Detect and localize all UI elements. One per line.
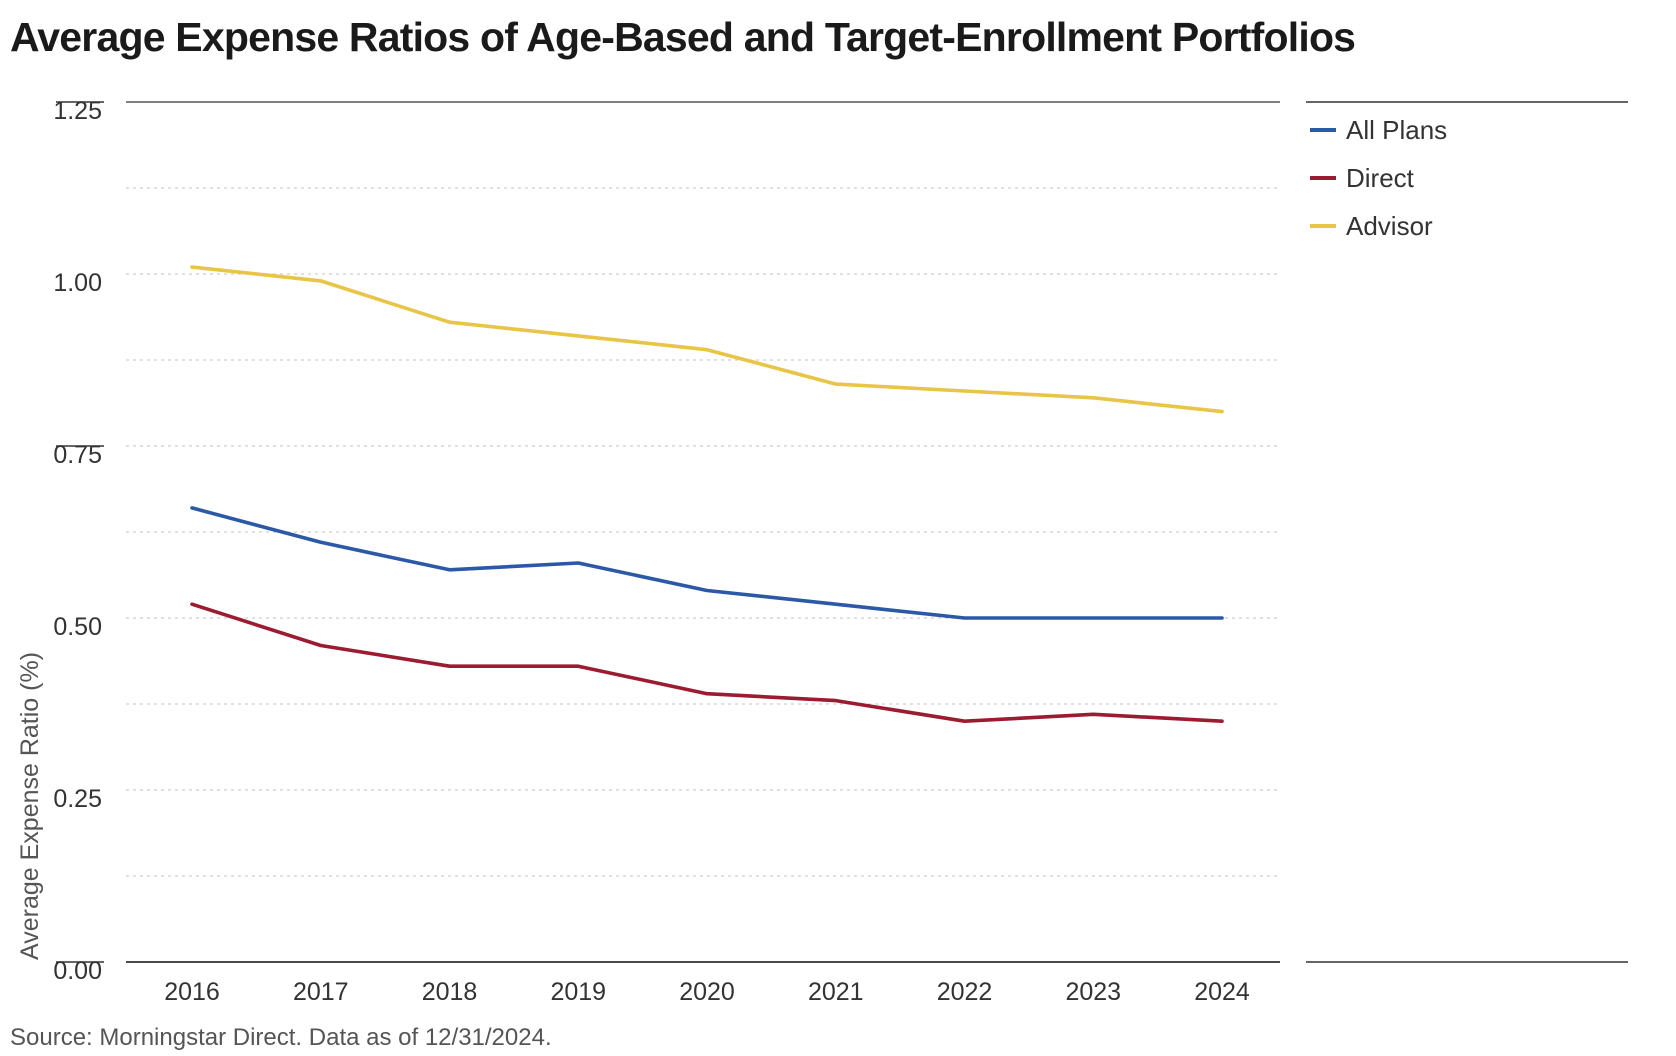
y-tick-label: 1.25: [53, 97, 102, 125]
x-tick-label: 2023: [1065, 978, 1121, 1006]
series-lines: [190, 265, 1224, 724]
y-tick-label: 0.50: [53, 613, 102, 641]
legend-label: Direct: [1346, 163, 1415, 193]
y-tick-label: 1.00: [53, 269, 102, 297]
x-tick-label: 2024: [1194, 978, 1250, 1006]
x-tick-label: 2017: [293, 978, 349, 1006]
series-line-direct: [190, 602, 1224, 724]
x-tick-label: 2019: [550, 978, 606, 1006]
x-tick-label: 2021: [808, 978, 864, 1006]
series-line-advisor: [190, 265, 1224, 414]
x-tick-label: 2020: [679, 978, 735, 1006]
source-note: Source: Morningstar Direct. Data as of 1…: [10, 1024, 552, 1051]
x-tick-label: 2018: [422, 978, 478, 1006]
series-line-all-plans: [190, 506, 1224, 620]
x-tick-label: 2016: [164, 978, 220, 1006]
y-tick-label: 0.25: [53, 785, 102, 813]
grid-lines: [126, 187, 1280, 877]
legend-label: Advisor: [1346, 211, 1433, 241]
y-tick-label: 0.75: [53, 441, 102, 469]
chart-title: Average Expense Ratios of Age-Based and …: [10, 14, 1356, 60]
legend: All Plans Direct Advisor: [1306, 101, 1628, 963]
y-axis-label: Average Expense Ratio (%): [16, 652, 44, 960]
axes: 0.00 0.25 0.50 0.75 1.00 1.25 2016 2017 2018 2019…: [53, 97, 1280, 1006]
legend-label: All Plans: [1346, 115, 1447, 145]
y-tick-label: 0.00: [53, 957, 102, 985]
x-tick-label: 2022: [937, 978, 993, 1006]
